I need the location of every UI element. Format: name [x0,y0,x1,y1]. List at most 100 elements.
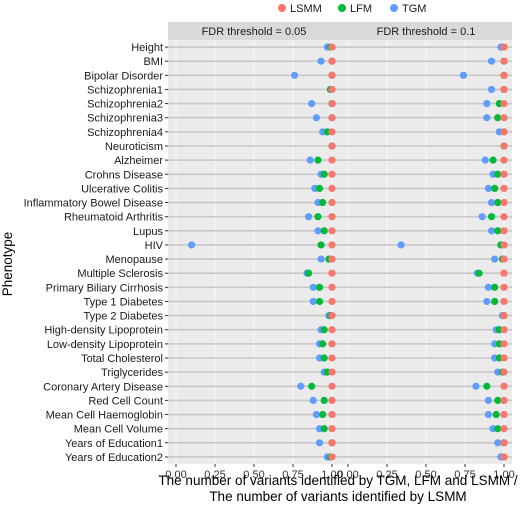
y-tick-label-type-1-diabetes: Type 1 Diabetes [84,296,164,308]
point-lsmm-years-of-education1 [500,439,508,447]
point-lsmm-high-density-lipoprotein [500,326,508,334]
point-tgm-hiv [397,241,405,249]
point-lfm-ulcerative-colitis [491,184,499,192]
point-tgm-bipolar-disorder [459,71,468,79]
point-lsmm-alzheimer [500,156,508,164]
point-lsmm-bmi [500,57,508,65]
panel-2: FDR threshold = 0.1 0.00 0.25 0.50 0.75 1.00 [337,22,515,481]
point-lsmm-lupus [500,227,508,235]
point-lfm-high-density-lipoprotein [320,326,328,334]
point-tgm-mean-cell-haemoglobin [484,410,492,419]
point-lsmm-inflammatory-bowel-disease [500,198,508,207]
point-lsmm-menopause [500,255,508,263]
point-lsmm-schizophrenia4 [500,128,508,136]
y-tick-label-red-cell-count: Red Cell Count [88,395,163,407]
point-lfm-lupus [494,227,502,235]
point-lfm-ulcerative-colitis [315,184,324,192]
point-lfm-mean-cell-volume [494,425,502,433]
point-tgm-type-1-diabetes [309,297,317,306]
point-tgm-inflammatory-bowel-disease [487,198,496,207]
point-lsmm-multiple-sclerosis [500,269,508,277]
point-lsmm-neuroticism [328,142,336,150]
point-tgm-lupus [487,227,496,235]
y-tick-label-mean-cell-volume: Mean Cell Volume [74,424,163,436]
point-lsmm-schizophrenia3 [500,114,508,122]
point-tgm-years-of-education1 [315,439,324,447]
x-tick-label: 0.25 [376,469,397,481]
point-lsmm-hiv [500,241,508,249]
chart-panels: FDR threshold = 0.05 0.00 0.25 0.50 0.75 1.00… [165,22,515,481]
point-lfm-mean-cell-volume [320,425,328,433]
y-tick-labels: Height BMI Bipolar Disorder Schizophrenia1 S… [24,42,168,464]
y-tick-label-crohns-disease: Crohns Disease [85,169,163,181]
panel-title: FDR threshold = 0.1 [377,26,476,38]
y-tick-label-bipolar-disorder: Bipolar Disorder [84,70,163,82]
y-tick-label-mean-cell-haemoglobin: Mean Cell Haemoglobin [46,410,163,422]
point-tgm-red-cell-count [309,396,317,404]
point-lsmm-high-density-lipoprotein [328,326,336,334]
point-lsmm-hiv [328,241,336,249]
y-tick-label-years-of-education2: Years of Education2 [65,452,163,464]
point-lsmm-red-cell-count [328,396,336,404]
point-lsmm-inflammatory-bowel-disease [328,198,336,207]
point-tgm-schizophrenia3 [312,114,320,122]
x-tick-label: 0.00 [337,469,358,481]
x-tick-label: 1.00 [493,469,514,481]
point-lsmm-ulcerative-colitis [328,184,336,192]
point-lsmm-schizophrenia1 [328,85,336,94]
x-axis-title-line-1: The number of variants identified by TGM… [158,473,517,488]
point-lsmm-type-1-diabetes [500,297,508,306]
point-tgm-ulcerative-colitis [484,184,492,192]
y-tick-label-total-cholesterol: Total Cholesterol [81,353,163,365]
y-tick-label-schizophrenia3: Schizophrenia3 [87,113,163,125]
point-lfm-rheumatoid-arthritis [487,213,496,221]
legend-item-lsmm: LSMM [278,3,322,15]
point-lsmm-bipolar-disorder [328,71,336,79]
point-lsmm-crohns-disease [500,170,508,178]
point-lfm-inflammatory-bowel-disease [494,198,502,207]
point-lsmm-primary-biliary-cirrhosis [328,283,336,291]
y-tick-label-years-of-education1: Years of Education1 [65,438,163,450]
point-lfm-red-cell-count [320,396,328,404]
point-lfm-hiv [317,241,325,249]
point-lsmm-bipolar-disorder [500,71,508,79]
y-tick-label-schizophrenia2: Schizophrenia2 [87,99,163,111]
point-lsmm-primary-biliary-cirrhosis [500,283,508,291]
y-tick-label-schizophrenia4: Schizophrenia4 [87,127,163,139]
point-lsmm-multiple-sclerosis [328,269,336,277]
point-lsmm-mean-cell-haemoglobin [500,410,508,419]
point-tgm-alzheimer [306,156,314,164]
point-lsmm-years-of-education2 [328,453,336,461]
point-tgm-primary-biliary-cirrhosis [309,283,317,291]
y-tick-label-bmi: BMI [143,56,163,68]
point-tgm-coronary-artery-disease [297,382,305,390]
point-tgm-hiv [188,241,196,249]
point-tgm-coronary-artery-disease [472,382,480,390]
point-lsmm-triglycerides [328,368,336,376]
point-lfm-primary-biliary-cirrhosis [491,283,499,291]
point-lfm-total-cholesterol [320,354,328,362]
point-lsmm-schizophrenia2 [328,100,336,108]
x-tick-label: 0.75 [282,469,303,481]
point-lsmm-mean-cell-volume [500,425,508,433]
legend-marker-tgm [390,4,398,12]
point-lfm-inflammatory-bowel-disease [319,198,327,207]
x-tick-label: 0.25 [204,469,225,481]
legend-label-lsmm: LSMM [290,3,322,15]
x-tick-label: 0.75 [454,469,475,481]
y-tick-label-rheumatoid-arthritis: Rheumatoid Arthritis [64,212,164,224]
point-lsmm-low-density-lipoprotein [328,340,336,348]
legend-label-lfm: LFM [350,3,372,15]
point-lsmm-total-cholesterol [328,354,336,362]
point-lsmm-years-of-education2 [500,453,508,461]
point-tgm-schizophrenia2 [308,100,316,108]
point-lfm-lupus [320,227,328,235]
point-tgm-red-cell-count [484,396,492,404]
point-tgm-type-1-diabetes [483,297,491,306]
y-tick-label-lupus: Lupus [133,226,163,238]
point-lsmm-mean-cell-volume [328,425,336,433]
point-lfm-alzheimer [314,156,322,164]
point-tgm-primary-biliary-cirrhosis [484,283,492,291]
point-lsmm-low-density-lipoprotein [500,340,508,348]
